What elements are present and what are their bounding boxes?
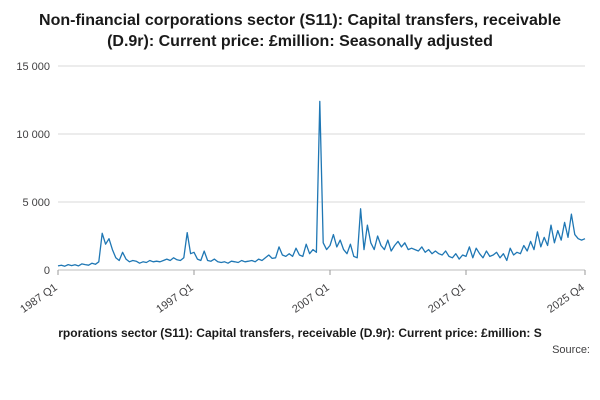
footer-caption: rporations sector (S11): Capital transfe…	[58, 326, 542, 340]
svg-text:15 000: 15 000	[16, 61, 50, 73]
chart-title: Non-financial corporations sector (S11):…	[39, 12, 561, 50]
svg-text:0: 0	[44, 265, 50, 277]
source-label: Source:	[552, 344, 590, 356]
svg-text:10 000: 10 000	[16, 129, 50, 141]
svg-text:1997 Q1: 1997 Q1	[154, 282, 195, 316]
svg-text:2007 Q1: 2007 Q1	[290, 282, 331, 316]
svg-text:2025 Q4: 2025 Q4	[545, 282, 586, 316]
svg-text:1987 Q1: 1987 Q1	[18, 282, 59, 316]
svg-text:5 000: 5 000	[22, 197, 50, 209]
line-chart: 0 5 000 10 000 15 000 1987 Q1 1997 Q1 2007 Q1 2…	[16, 61, 586, 316]
svg-text:2017 Q1: 2017 Q1	[426, 282, 467, 316]
